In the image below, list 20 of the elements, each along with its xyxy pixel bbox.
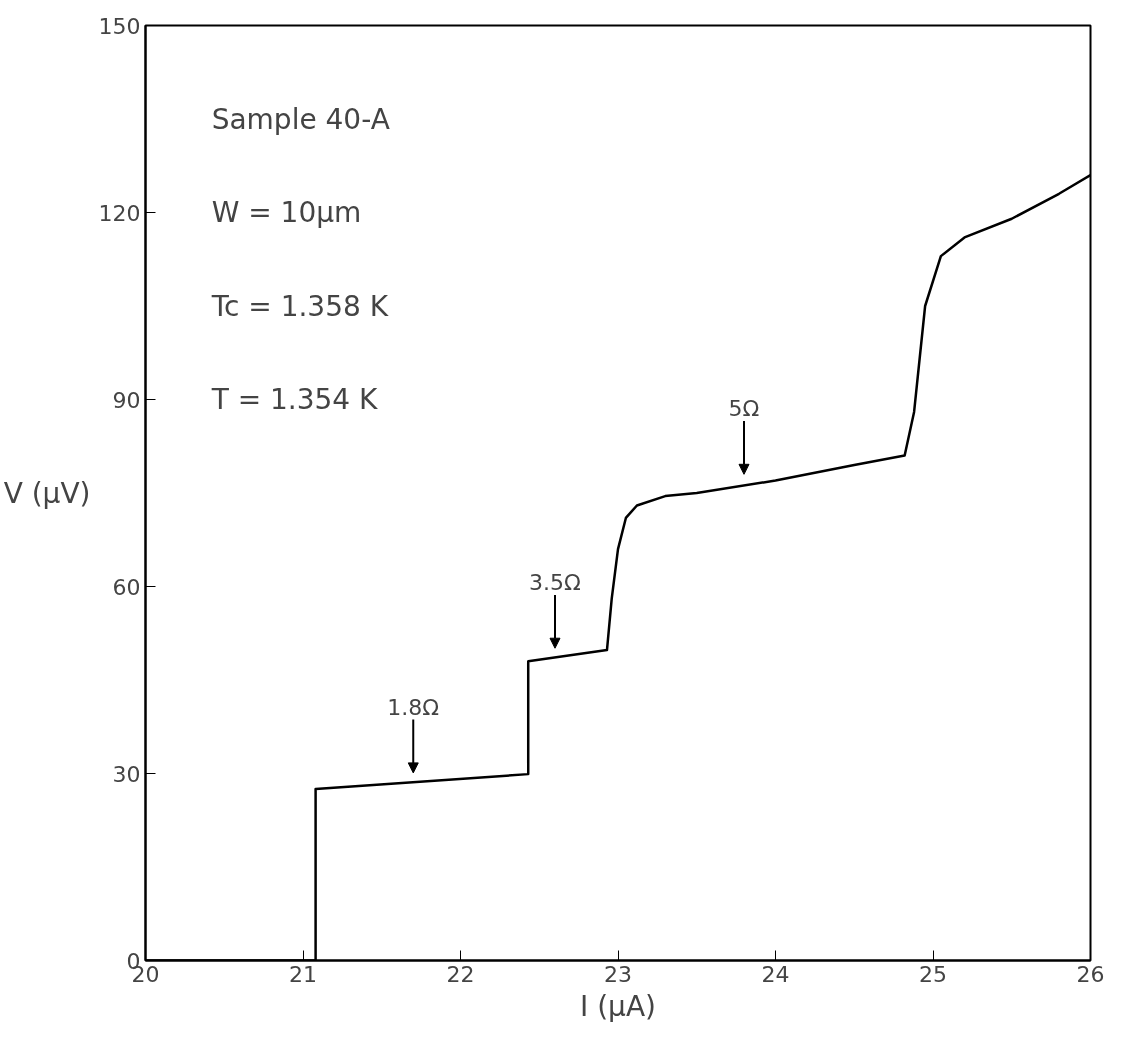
y-tick-label: 60 bbox=[112, 574, 141, 600]
x-tick-label: 22 bbox=[446, 961, 475, 987]
x-axis-title: I (µA) bbox=[580, 989, 656, 1023]
x-tick-label: 26 bbox=[1076, 961, 1105, 987]
x-tick-label: 21 bbox=[289, 961, 317, 987]
annotation: W = 10µm bbox=[211, 196, 362, 229]
y-tick-label: 90 bbox=[112, 387, 141, 413]
annotation: T = 1.354 K bbox=[210, 383, 379, 416]
annotation: 5Ω bbox=[728, 396, 760, 422]
x-tick-label: 25 bbox=[919, 961, 947, 987]
y-axis-title: V (µV) bbox=[3, 476, 91, 510]
y-tick-label: 150 bbox=[98, 13, 141, 39]
y-tick-label: 120 bbox=[98, 200, 141, 226]
annotation: Tc = 1.358 K bbox=[210, 289, 389, 323]
annotation: 1.8Ω bbox=[387, 694, 440, 720]
x-tick-label: 23 bbox=[604, 961, 632, 987]
annotation: 3.5Ω bbox=[529, 569, 581, 595]
annotation: Sample 40-A bbox=[211, 102, 390, 136]
y-tick-label: 30 bbox=[112, 761, 141, 787]
x-tick-label: 24 bbox=[761, 961, 790, 987]
